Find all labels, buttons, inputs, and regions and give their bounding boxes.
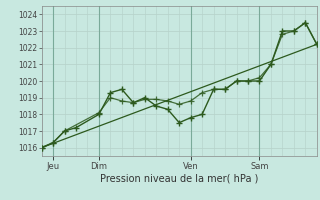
- X-axis label: Pression niveau de la mer( hPa ): Pression niveau de la mer( hPa ): [100, 173, 258, 183]
